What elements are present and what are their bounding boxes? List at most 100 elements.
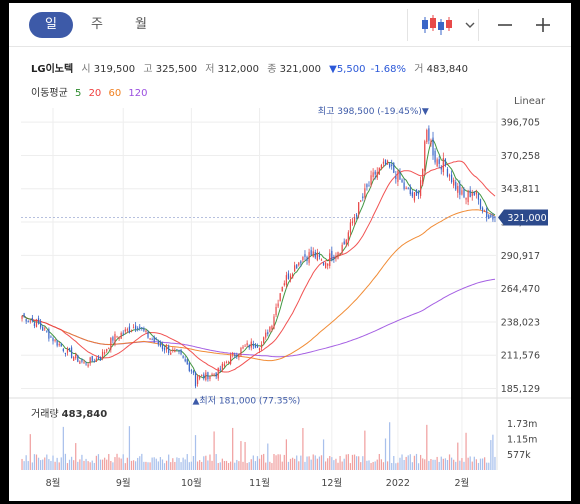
volume-bar [298, 461, 300, 470]
volume-bar [291, 457, 294, 470]
candle-body [333, 256, 335, 259]
candle-body [199, 376, 201, 379]
volume-bar [190, 461, 192, 470]
volume-bar [112, 462, 114, 470]
candle-body [300, 261, 302, 264]
candle-body [219, 368, 221, 370]
volume-bar [378, 453, 380, 470]
y-tick-label: 264,470 [501, 284, 540, 295]
volume-bar [180, 462, 182, 470]
candle-body [316, 252, 318, 261]
candle-body [221, 363, 223, 371]
volume-bar [110, 460, 112, 470]
candlestick-icon [422, 15, 475, 35]
candle-body [271, 325, 273, 330]
current-price-tag [498, 209, 548, 226]
candle-body [411, 192, 413, 197]
candle-body [73, 356, 75, 361]
volume-bar [79, 459, 81, 470]
volume-bar [44, 457, 46, 470]
candle-body [283, 283, 285, 286]
candle-body [205, 372, 207, 380]
tab-monthly[interactable]: 월 [135, 17, 147, 32]
volume-bar [246, 462, 248, 470]
volume-bar [391, 462, 393, 470]
volume-bar [426, 424, 428, 470]
candle-body [40, 322, 42, 328]
tab-weekly[interactable]: 주 [91, 17, 103, 32]
candle-body [234, 354, 236, 356]
volume-bar [403, 459, 405, 470]
candle-body [380, 164, 382, 169]
volume-bar [234, 462, 236, 470]
volume-bar [118, 457, 120, 470]
candle-body [159, 343, 162, 347]
candle-body [91, 356, 93, 361]
volume-bar [132, 460, 135, 470]
volume-bar [341, 461, 343, 470]
volume-bar [217, 463, 219, 470]
candle-body [289, 275, 292, 279]
candle-body [58, 344, 60, 346]
candle-body [335, 255, 337, 259]
candle-body [190, 370, 192, 372]
candle-body [77, 355, 79, 362]
candle-body [223, 363, 226, 367]
volume-bar [364, 430, 366, 470]
volume-bar [97, 454, 100, 470]
volume-bar [163, 463, 166, 470]
candle-body [151, 339, 153, 341]
volume-bar [275, 455, 277, 470]
volume-bar [120, 458, 122, 470]
candle-body [192, 371, 195, 373]
candle-body [343, 241, 345, 245]
candle-body [227, 362, 230, 364]
candle-body [168, 345, 170, 353]
candle-body [54, 339, 56, 341]
volume-bar [60, 457, 62, 470]
volume-bar [207, 460, 209, 470]
current-price-label: 321,000 [507, 213, 546, 224]
volume-bar [374, 461, 376, 470]
candle-body [366, 184, 368, 188]
volume-bar [347, 454, 349, 470]
volume-bar [446, 460, 449, 470]
candle-body [453, 179, 455, 186]
candle-body [137, 328, 139, 330]
zoom-in-button[interactable] [529, 11, 557, 39]
volume-bar [302, 428, 304, 470]
volume-bar [93, 462, 95, 470]
minus-icon [498, 24, 512, 26]
volume-bar [314, 455, 316, 470]
candle-body [211, 373, 213, 375]
candle-body [246, 343, 248, 346]
volume-bar [184, 459, 186, 470]
zoom-out-button[interactable] [491, 11, 519, 39]
chart-type-button[interactable] [407, 9, 479, 41]
candle-body [409, 187, 411, 195]
scale-toggle[interactable]: Linear [514, 96, 545, 107]
candle-body [358, 202, 360, 215]
candle-body [56, 340, 58, 346]
volume-bar [124, 463, 126, 470]
volume-bar [267, 443, 269, 470]
volume-bar [128, 426, 131, 470]
volume-bar [87, 461, 89, 470]
volume-bar [122, 454, 124, 470]
candle-body [110, 337, 112, 350]
volume-bar [440, 456, 442, 470]
volume-bar [457, 442, 459, 470]
volume-bar [147, 462, 149, 470]
volume-bar [225, 460, 228, 470]
candle-body [135, 325, 137, 330]
candle-body [477, 193, 480, 200]
candle-body [269, 326, 271, 332]
high-value: 325,500 [155, 64, 198, 75]
volume-bar [308, 456, 310, 470]
volume-bar [358, 456, 360, 470]
candle-body [248, 345, 250, 348]
volume-bar [277, 454, 279, 470]
tab-daily[interactable]: 일 [29, 12, 73, 38]
volume-bar [85, 458, 87, 470]
